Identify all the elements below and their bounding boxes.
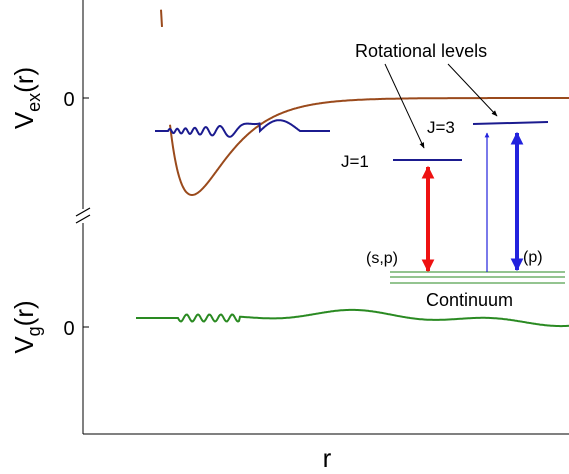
pointer-arrow-j1 (384, 63, 425, 149)
p-label: (p) (523, 249, 543, 266)
bound-wavefunction-curve (155, 119, 330, 138)
axis-break-mark (75, 207, 91, 224)
continuum-lines (390, 271, 565, 284)
sp-label: (s,p) (366, 250, 398, 267)
zero-label-lower: 0 (63, 318, 74, 340)
x-axis-label: r (323, 443, 332, 473)
j3-label: J=3 (427, 118, 455, 137)
rot-level-j3 (472, 121, 549, 125)
y-label-upper: Vex(r) (9, 67, 44, 129)
continuum-label: Continuum (426, 290, 513, 310)
continuum-wavefunction-curve (136, 308, 569, 328)
rotational-levels-label: Rotational levels (355, 41, 487, 61)
pointer-arrow-j3 (447, 63, 498, 117)
j1-label: J=1 (341, 152, 369, 171)
zero-label-upper: 0 (63, 89, 74, 111)
excited-state-potential-curve (160, 9, 569, 197)
y-label-lower: Vg(r) (9, 300, 44, 353)
